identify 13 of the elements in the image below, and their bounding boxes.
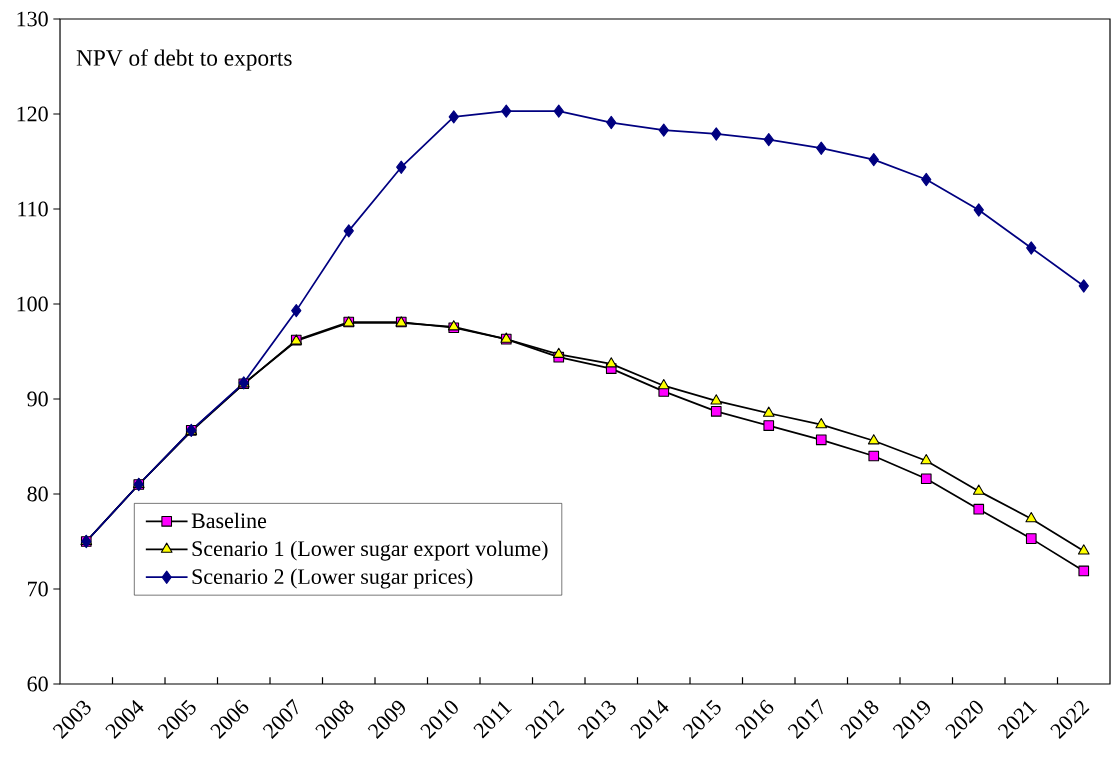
text: NPV of debt to exports: [76, 49, 292, 71]
y-tick-label: 110: [18, 201, 48, 217]
y-tick-label: 120: [17, 106, 48, 122]
y-tick-label: 80: [27, 486, 48, 502]
y-tick-label: 130: [17, 11, 48, 27]
legend-label: Baseline: [191, 512, 267, 529]
y-tick-label: 60: [27, 676, 48, 692]
y-tick-label: 70: [28, 581, 48, 597]
legend-label: Scenario 1 (Lower sugar export volume): [192, 540, 548, 561]
y-tick-label: 100: [17, 296, 48, 312]
x-tick-label: 2011: [473, 701, 512, 739]
legend-label: Scenario 2 (Lower sugar prices): [192, 568, 473, 589]
y-tick-label: 90: [27, 391, 48, 407]
